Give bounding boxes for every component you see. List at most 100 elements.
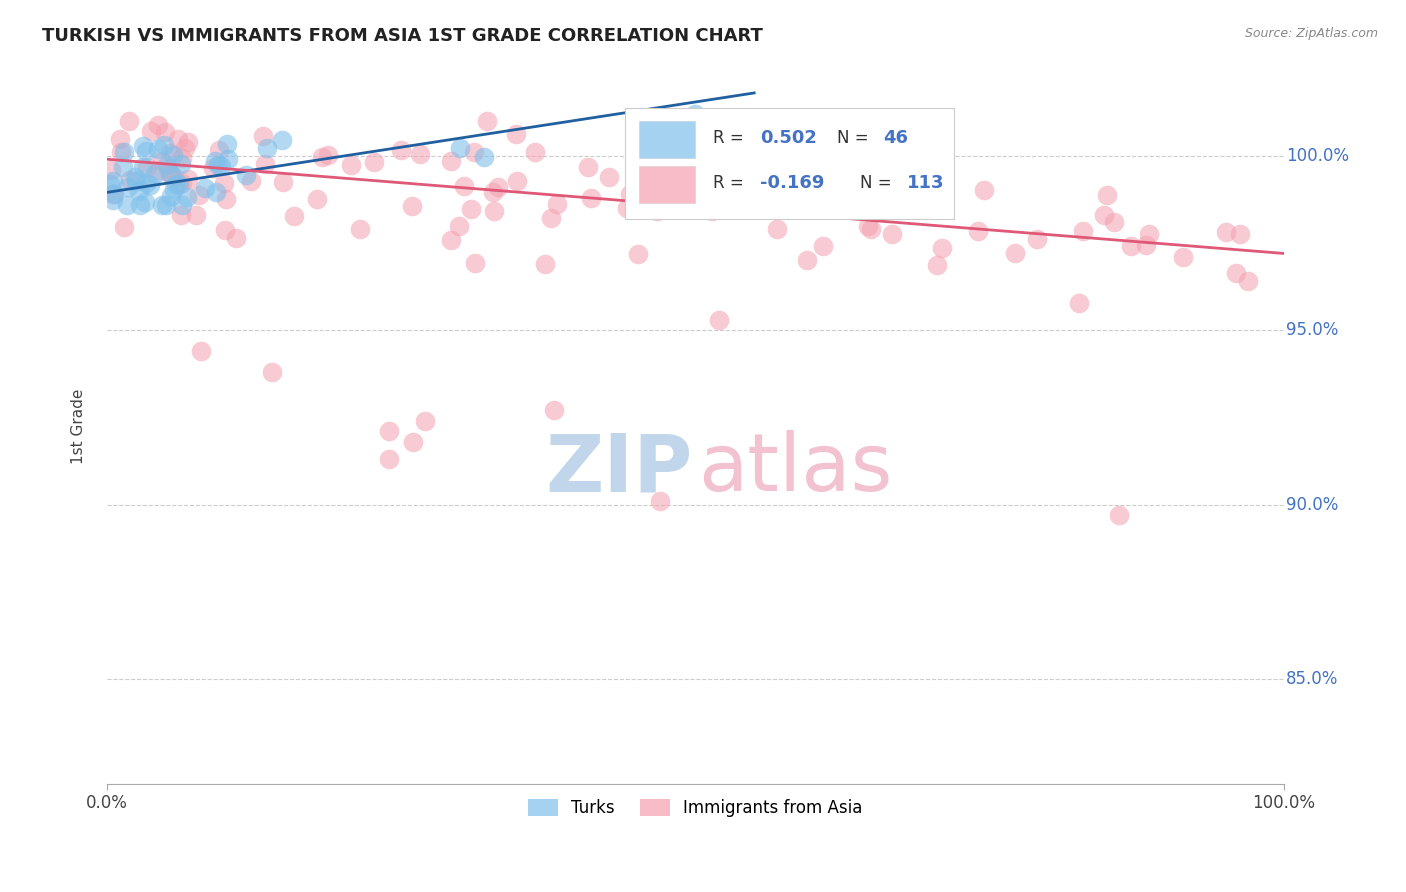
Point	[256, 141, 278, 155]
Point	[177, 135, 200, 149]
Text: 0.502: 0.502	[761, 129, 817, 147]
Point	[765, 221, 787, 235]
Point	[534, 257, 557, 271]
Point	[118, 172, 141, 186]
Text: 90.0%: 90.0%	[1286, 496, 1339, 514]
Point	[877, 178, 900, 192]
Bar	[638, 166, 696, 203]
Point	[202, 161, 225, 176]
Point	[1225, 266, 1247, 280]
Text: TURKISH VS IMMIGRANTS FROM ASIA 1ST GRADE CORRELATION CHART: TURKISH VS IMMIGRANTS FROM ASIA 1ST GRAD…	[42, 27, 763, 45]
Point	[254, 156, 277, 170]
Point	[240, 173, 263, 187]
Point	[619, 187, 641, 202]
Point	[141, 124, 163, 138]
Point	[169, 178, 191, 192]
Point	[103, 187, 125, 202]
Point	[217, 136, 239, 151]
Point	[1108, 508, 1130, 522]
Point	[157, 165, 180, 179]
Point	[115, 197, 138, 211]
Point	[283, 209, 305, 223]
Point	[449, 141, 471, 155]
Point	[170, 208, 193, 222]
Point	[217, 152, 239, 166]
Text: R =: R =	[713, 129, 749, 147]
Point	[796, 252, 818, 267]
Text: 113: 113	[907, 174, 945, 192]
Point	[103, 187, 125, 202]
Text: 85.0%: 85.0%	[1286, 670, 1339, 688]
Point	[159, 167, 181, 181]
Point	[124, 169, 146, 184]
Point	[546, 197, 568, 211]
Point	[271, 175, 294, 189]
Point	[925, 258, 948, 272]
Point	[482, 204, 505, 219]
Text: ZIP: ZIP	[546, 430, 693, 508]
Point	[1069, 296, 1091, 310]
Point	[207, 158, 229, 172]
Point	[125, 173, 148, 187]
Point	[453, 178, 475, 193]
Text: R =: R =	[713, 174, 749, 192]
Point	[505, 127, 527, 141]
Point	[208, 143, 231, 157]
Point	[118, 113, 141, 128]
Point	[100, 163, 122, 178]
Point	[134, 194, 156, 209]
Point	[1095, 188, 1118, 202]
Point	[145, 167, 167, 181]
Point	[349, 222, 371, 236]
Point	[1102, 215, 1125, 229]
Point	[413, 414, 436, 428]
Point	[235, 168, 257, 182]
Point	[101, 174, 124, 188]
Point	[165, 178, 187, 192]
Text: atlas: atlas	[697, 430, 891, 508]
Point	[135, 145, 157, 159]
Text: 95.0%: 95.0%	[1286, 321, 1339, 339]
Point	[252, 129, 274, 144]
Point	[184, 208, 207, 222]
Point	[486, 180, 509, 194]
Point	[194, 180, 217, 194]
Point	[700, 203, 723, 218]
Text: 46: 46	[883, 129, 908, 147]
Text: 100.0%: 100.0%	[1286, 147, 1348, 165]
Point	[401, 199, 423, 213]
Point	[482, 185, 505, 199]
Point	[464, 256, 486, 270]
Point	[148, 142, 170, 156]
FancyBboxPatch shape	[624, 108, 955, 219]
Legend: Turks, Immigrants from Asia: Turks, Immigrants from Asia	[520, 790, 872, 825]
Bar	[638, 120, 696, 158]
Point	[1026, 232, 1049, 246]
Point	[1071, 224, 1094, 238]
Point	[204, 154, 226, 169]
Point	[882, 227, 904, 242]
Point	[172, 151, 194, 165]
Point	[1173, 250, 1195, 264]
Point	[1004, 245, 1026, 260]
Point	[148, 162, 170, 177]
Point	[598, 169, 620, 184]
Point	[849, 201, 872, 215]
Text: Source: ZipAtlas.com: Source: ZipAtlas.com	[1244, 27, 1378, 40]
Point	[856, 219, 879, 233]
Point	[616, 201, 638, 215]
Point	[190, 344, 212, 359]
Point	[648, 494, 671, 508]
Point	[973, 183, 995, 197]
Point	[859, 222, 882, 236]
Point	[378, 452, 401, 467]
Point	[1092, 208, 1115, 222]
Point	[150, 197, 173, 211]
Point	[160, 189, 183, 203]
Point	[108, 132, 131, 146]
Point	[363, 155, 385, 169]
Point	[905, 187, 928, 202]
Point	[132, 138, 155, 153]
Point	[707, 312, 730, 326]
Point	[305, 192, 328, 206]
